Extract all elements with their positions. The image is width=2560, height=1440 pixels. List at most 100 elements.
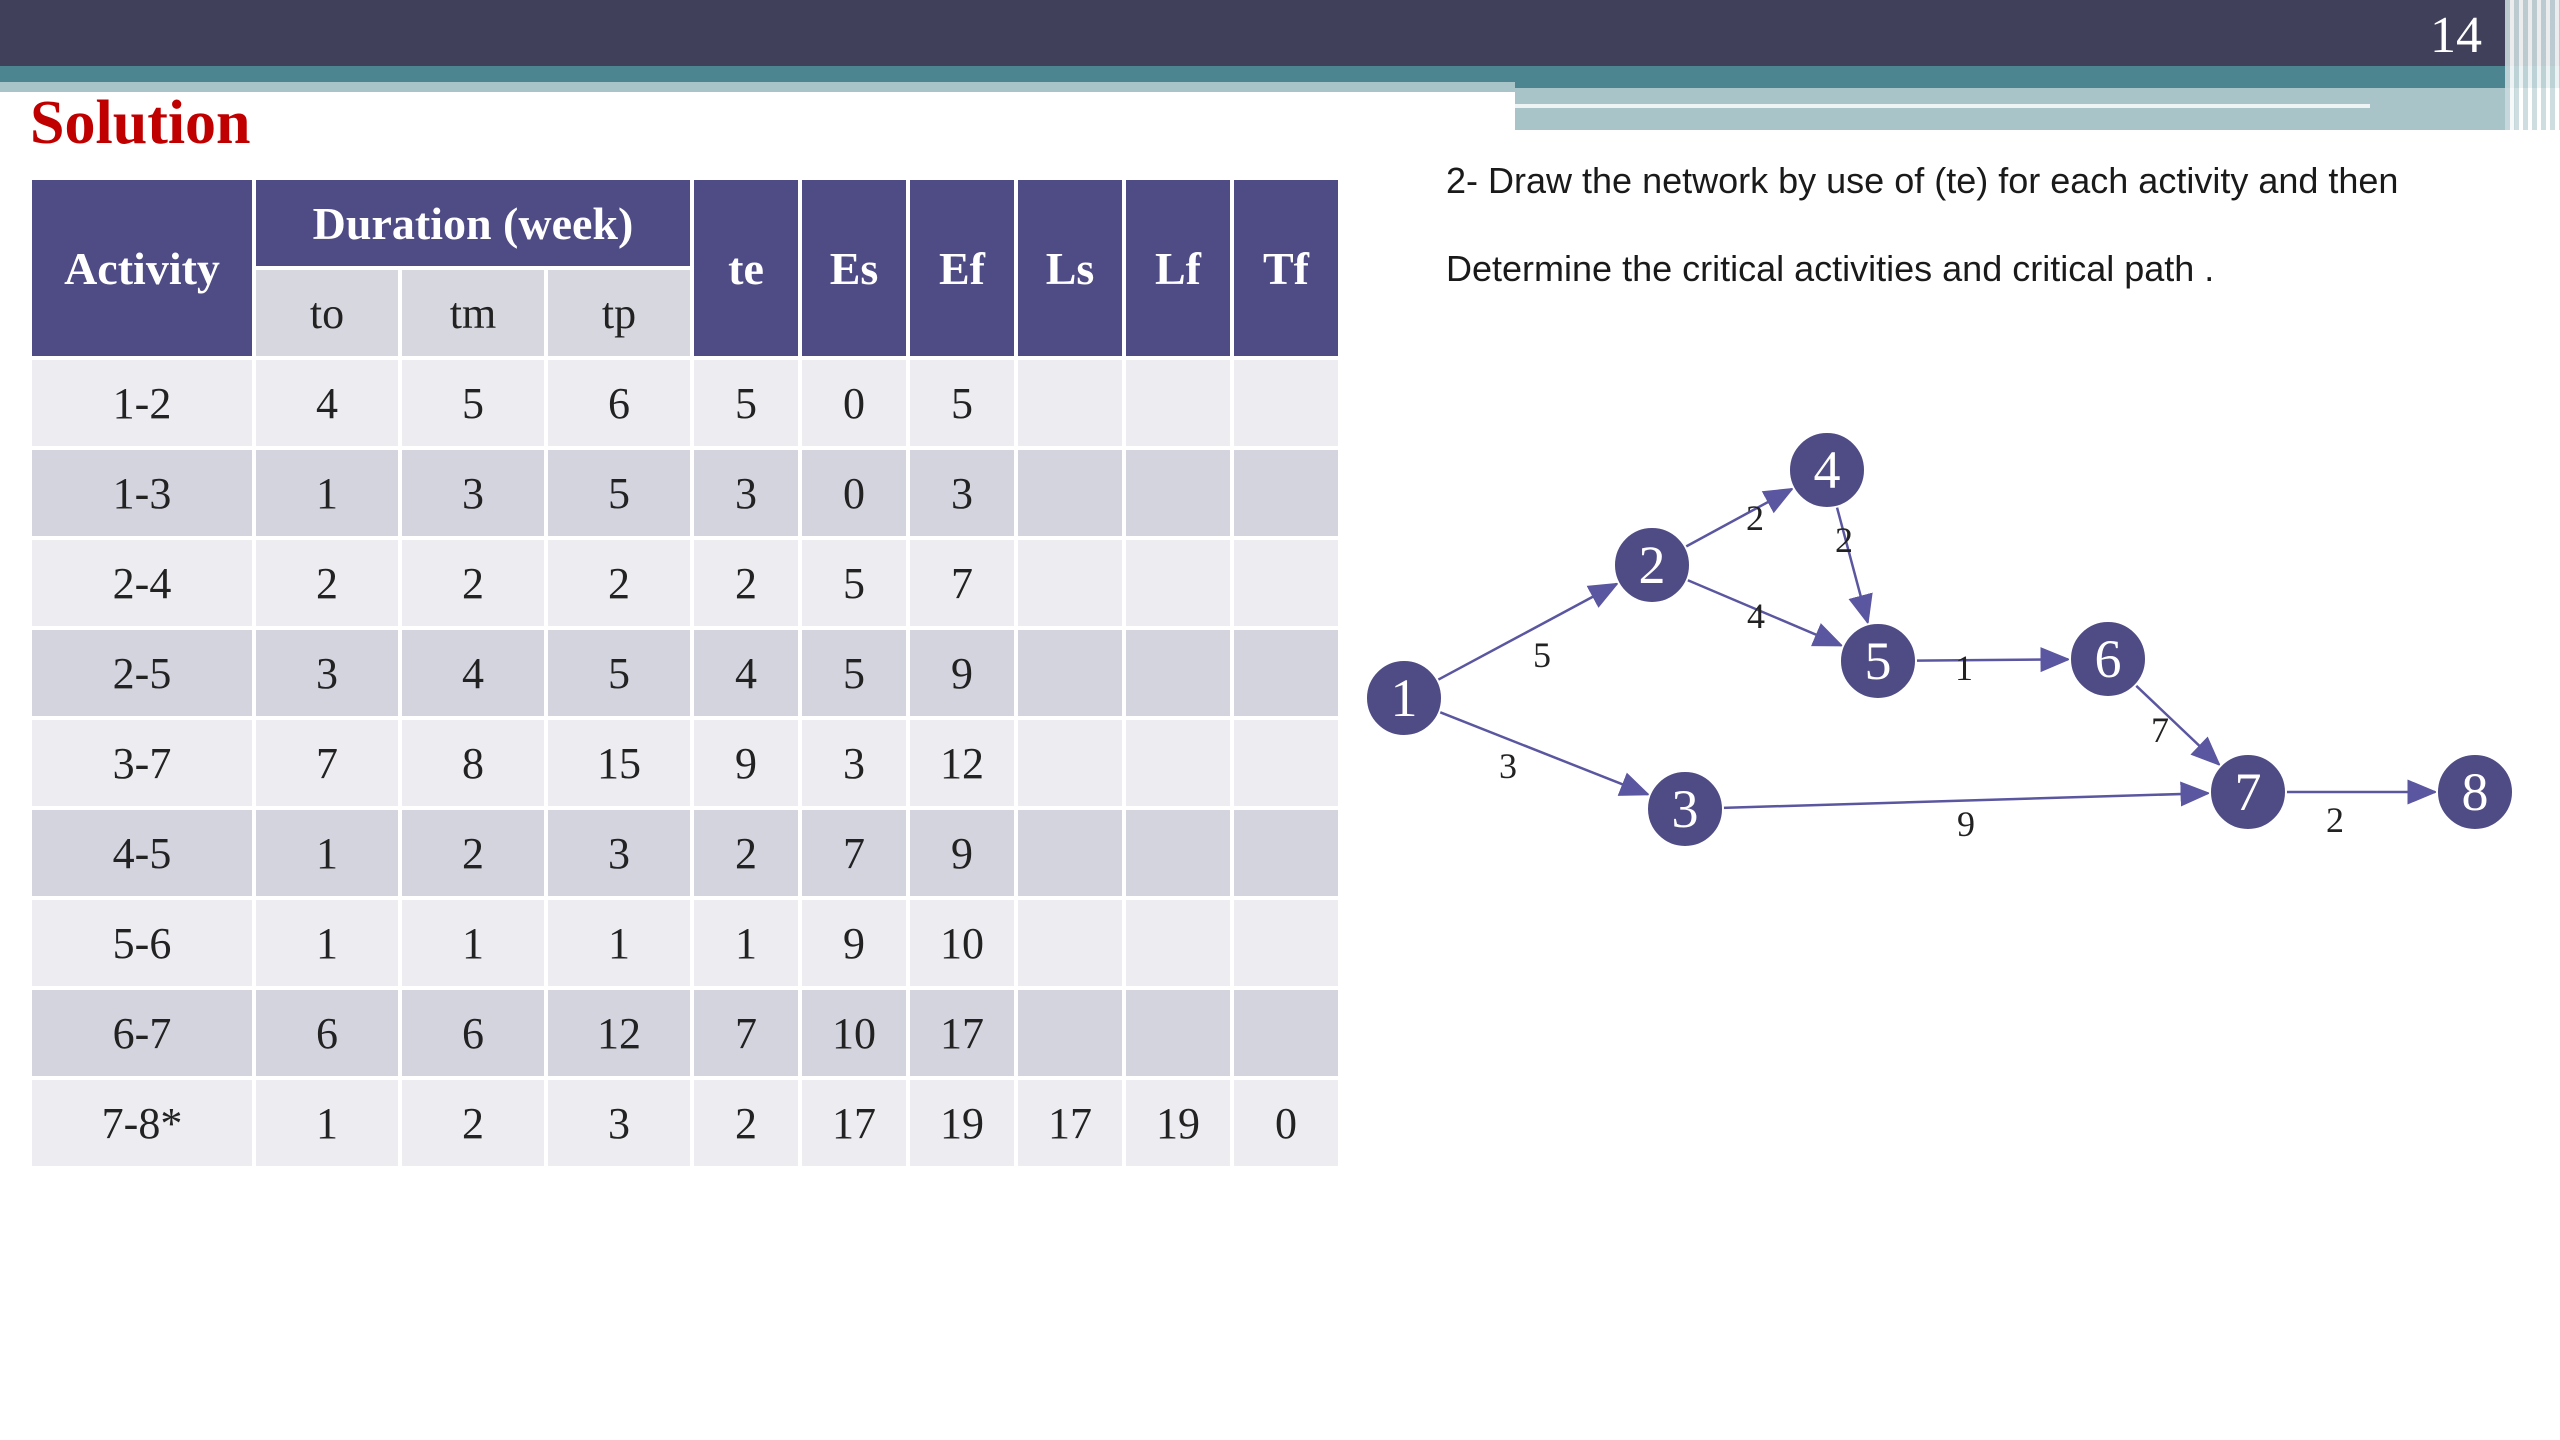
node-label: 5 — [1865, 631, 1892, 691]
cell-to: 1 — [256, 900, 398, 986]
table-row: 5-6 1 1 1 1 9 10 — [32, 900, 1338, 986]
table-row: 3-7 7 8 15 9 3 12 — [32, 720, 1338, 806]
header-tm: tm — [402, 270, 544, 356]
cell-tp: 12 — [548, 990, 690, 1076]
table-row: 1-3 1 3 5 3 0 3 — [32, 450, 1338, 536]
node-label: 7 — [2235, 762, 2262, 822]
cell-ef: 9 — [910, 810, 1014, 896]
cell-lf — [1126, 630, 1230, 716]
cell-es: 5 — [802, 540, 906, 626]
cell-to: 2 — [256, 540, 398, 626]
header-es: Es — [802, 180, 906, 356]
edge-1-2 — [1436, 582, 1619, 682]
edge-3-7 — [1722, 781, 2211, 810]
node-6: 6 — [2069, 620, 2147, 698]
edge-2-4 — [1684, 487, 1795, 548]
slide-title: Solution — [30, 89, 251, 157]
cell-te: 2 — [694, 540, 798, 626]
node-4: 4 — [1788, 431, 1866, 509]
slide-accent-stripe — [0, 82, 1515, 92]
cell-activity: 4-5 — [32, 810, 252, 896]
node-label: 2 — [1639, 535, 1666, 595]
cell-ef: 10 — [910, 900, 1014, 986]
cell-to: 6 — [256, 990, 398, 1076]
cell-to: 1 — [256, 1080, 398, 1166]
cell-tf — [1234, 360, 1338, 446]
cell-lf — [1126, 720, 1230, 806]
cell-to: 1 — [256, 810, 398, 896]
node-3: 3 — [1646, 770, 1724, 848]
cell-tf — [1234, 450, 1338, 536]
cell-to: 3 — [256, 630, 398, 716]
edge-label-7-8: 2 — [2326, 800, 2344, 840]
node-label: 3 — [1672, 779, 1699, 839]
cell-ls — [1018, 360, 1122, 446]
cell-to: 7 — [256, 720, 398, 806]
header-to: to — [256, 270, 398, 356]
cell-ls — [1018, 720, 1122, 806]
node-circle — [1788, 431, 1866, 509]
cell-activity: 6-7 — [32, 990, 252, 1076]
cell-es: 5 — [802, 630, 906, 716]
edge-label-4-5: 2 — [1835, 520, 1853, 560]
edge-label-6-7: 7 — [2151, 710, 2169, 750]
edge-label-3-7: 9 — [1957, 804, 1975, 844]
cell-tf — [1234, 720, 1338, 806]
table-row: 7-8* 1 2 3 2 17 19 17 19 0 — [32, 1080, 1338, 1166]
cell-tm: 3 — [402, 450, 544, 536]
cell-to: 4 — [256, 360, 398, 446]
prompt-line-1: 2- Draw the network by use of (te) for e… — [1446, 160, 2399, 201]
cell-lf: 19 — [1126, 1080, 1230, 1166]
header-ls: Ls — [1018, 180, 1122, 356]
table-row: 6-7 6 6 12 7 10 17 — [32, 990, 1338, 1076]
table-row: 4-5 1 2 3 2 7 9 — [32, 810, 1338, 896]
table-header-row: Activity Duration (week) te Es Ef Ls Lf … — [32, 180, 1338, 356]
table-subheader-row: to tm tp — [32, 270, 1338, 356]
edge-2-5 — [1686, 578, 1844, 647]
node-circle — [1646, 770, 1724, 848]
cell-ls — [1018, 900, 1122, 986]
cell-ef: 7 — [910, 540, 1014, 626]
cell-activity: 5-6 — [32, 900, 252, 986]
cell-es: 7 — [802, 810, 906, 896]
table-row: 1-2 4 5 6 5 0 5 — [32, 360, 1338, 446]
cell-te: 5 — [694, 360, 798, 446]
cell-lf — [1126, 540, 1230, 626]
table-body: 1-2 4 5 6 5 0 5 1-3 1 3 5 3 0 3 2-4 2 2 2 2 5 7 2-5 3 4 5 4 5 9 3-7 7… — [32, 360, 1338, 1166]
node-circle — [1613, 526, 1691, 604]
cell-activity: 1-2 — [32, 360, 252, 446]
cell-ef: 17 — [910, 990, 1014, 1076]
cell-tf — [1234, 810, 1338, 896]
cell-ls — [1018, 630, 1122, 716]
cell-ef: 19 — [910, 1080, 1014, 1166]
header-tp: tp — [548, 270, 690, 356]
edge-label-5-6: 1 — [1955, 648, 1973, 688]
cell-es: 9 — [802, 900, 906, 986]
cell-ls — [1018, 540, 1122, 626]
cell-ef: 9 — [910, 630, 1014, 716]
cell-tp: 15 — [548, 720, 690, 806]
slide-corner-stripes — [2505, 0, 2560, 130]
slide-top-bar — [0, 0, 2560, 66]
cell-ef: 12 — [910, 720, 1014, 806]
cell-tm: 6 — [402, 990, 544, 1076]
edge-label-2-4: 2 — [1746, 498, 1764, 538]
activity-table: Activity Duration (week) te Es Ef Ls Lf … — [28, 176, 1342, 1170]
cell-tp: 1 — [548, 900, 690, 986]
cell-activity: 2-4 — [32, 540, 252, 626]
header-te: te — [694, 180, 798, 356]
prompt-line-2: Determine the critical activities and cr… — [1446, 248, 2215, 289]
edge-4-5 — [1835, 506, 1873, 625]
cell-ef: 5 — [910, 360, 1014, 446]
cell-te: 4 — [694, 630, 798, 716]
cell-tp: 3 — [548, 810, 690, 896]
edge-5-6 — [1915, 647, 2071, 673]
cell-ls — [1018, 450, 1122, 536]
edge-1-3 — [1438, 710, 1651, 796]
cell-lf — [1126, 810, 1230, 896]
cell-activity: 2-5 — [32, 630, 252, 716]
cell-tf — [1234, 540, 1338, 626]
node-label: 4 — [1814, 440, 1841, 500]
cell-tp: 5 — [548, 450, 690, 536]
